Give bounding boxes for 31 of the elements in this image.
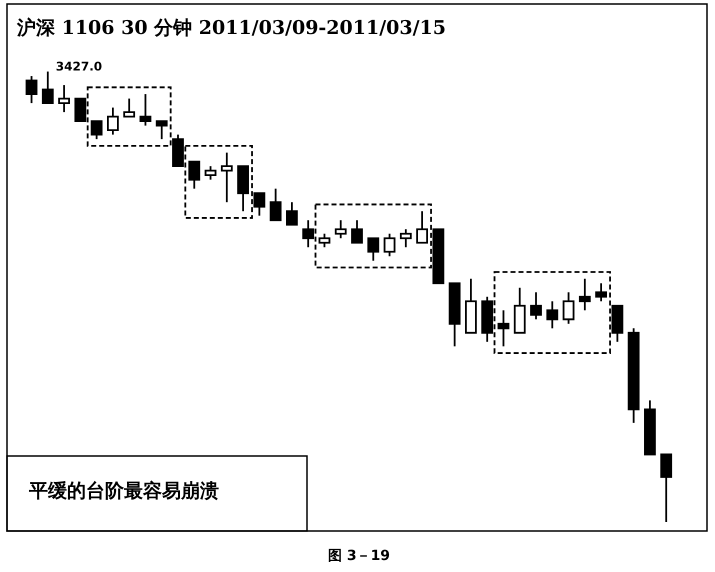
candlestick [578,278,591,312]
candlestick [188,160,200,190]
candlestick [26,75,38,104]
candlestick [334,219,347,240]
candlestick [351,219,363,244]
candlestick [123,98,136,118]
candlestick [595,282,608,302]
candlestick [400,228,412,248]
caption: 图 3－19 [328,548,390,564]
annotation: 3427.0 [56,60,102,74]
candlestick [156,120,168,140]
candlestick [562,291,574,325]
candlestick [530,291,542,320]
candlestick [286,201,298,226]
candlestick [204,165,216,181]
candlestick [270,188,282,222]
candlestick [220,152,233,204]
candlestick [416,210,428,244]
candlestick [42,70,54,104]
candlestick [546,300,558,330]
candlestick [318,232,330,248]
annotation: 平缓的台阶最容易崩溃 [28,480,219,502]
candlestick [660,454,672,523]
candlestick [90,120,103,140]
candlestick [106,106,119,136]
candlestick [140,93,152,127]
candlestick [384,232,396,258]
candlestick [367,237,380,262]
candlestick [498,309,510,348]
chart-title: 沪深 1106 30 分钟 2011/03/09-2011/03/15 [16,17,446,39]
candlestick [58,84,70,114]
